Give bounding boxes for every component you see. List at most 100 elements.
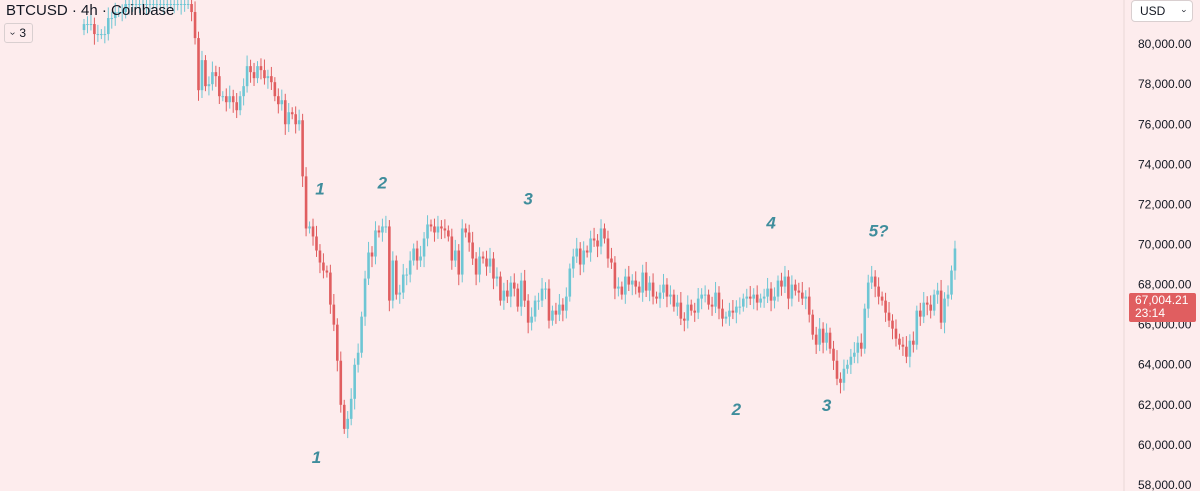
candle-up [853, 352, 856, 357]
candle-down [277, 96, 280, 105]
candle-up [617, 286, 620, 289]
candle-down [342, 404, 346, 429]
candle-up [818, 328, 821, 345]
candle-down [748, 296, 752, 299]
candle-down [467, 232, 471, 243]
candle-down [731, 310, 735, 313]
candle-up [783, 276, 787, 287]
candle-down [457, 250, 461, 275]
candle-down [596, 240, 599, 247]
candle-up [641, 272, 644, 293]
candle-down [252, 72, 256, 79]
candle-up [908, 340, 912, 357]
candle-down [322, 262, 325, 271]
candle-up [804, 296, 808, 299]
wave-label: 5? [869, 221, 889, 240]
candle-down [492, 258, 495, 279]
candle-down [689, 304, 693, 311]
wave-label: 2 [377, 173, 388, 192]
candle-down [370, 252, 374, 257]
candle-down [794, 284, 797, 291]
candle-up [662, 284, 665, 293]
candle-down [224, 96, 228, 103]
candle-down [415, 248, 419, 261]
candle-up [745, 296, 749, 299]
candle-down [839, 378, 842, 383]
candle-up [488, 258, 492, 267]
candle-down [474, 258, 478, 275]
candle-up [565, 296, 568, 311]
candle-down [235, 102, 238, 111]
candle-up [228, 96, 232, 103]
candle-up [100, 34, 103, 36]
candle-up [110, 18, 114, 20]
candle-down [929, 304, 932, 311]
candle-up [762, 296, 766, 299]
candle-down [304, 176, 308, 229]
candle-down [717, 292, 721, 309]
candle-down [939, 290, 943, 323]
currency-selector[interactable]: USD › [1131, 0, 1193, 22]
candle-down [547, 288, 551, 321]
candle-down [218, 76, 221, 97]
candle-down [554, 310, 558, 315]
candle-down [814, 334, 818, 345]
candle-up [953, 248, 957, 271]
candle-down [592, 238, 596, 241]
candle-down [873, 276, 877, 287]
wave-label: 3 [523, 189, 533, 208]
candle-down [273, 82, 277, 97]
candle-up [453, 250, 457, 261]
candle-down [561, 304, 565, 311]
candle-up [950, 270, 953, 295]
candle-down [679, 302, 683, 319]
y-tick-label: 58,000.00 [1138, 478, 1192, 491]
candle-down [429, 224, 433, 227]
candle-down [811, 314, 814, 335]
candle-up [846, 364, 849, 369]
chevron-down-icon: › [7, 31, 19, 35]
candle-up [856, 342, 860, 353]
candle-up [922, 302, 926, 317]
candle-up [280, 100, 284, 105]
candle-down [329, 272, 332, 305]
candle-up [509, 282, 513, 297]
candle-down [318, 250, 322, 263]
candle-down [585, 250, 589, 253]
candle-up [207, 84, 211, 87]
candle-up [266, 76, 270, 79]
candle-down [290, 112, 294, 115]
candle-down [377, 230, 381, 233]
candle-down [485, 258, 488, 267]
candle-up [724, 316, 728, 319]
candle-down [443, 228, 447, 231]
candle-up [568, 268, 572, 297]
candle-down [634, 280, 638, 287]
candle-down [283, 100, 287, 125]
candle-up [179, 4, 183, 6]
candle-down [710, 304, 714, 307]
wave-label: 2 [731, 400, 742, 419]
candle-down [481, 256, 485, 259]
candle-down [780, 280, 783, 287]
candle-down [877, 286, 880, 297]
candle-up [624, 276, 627, 295]
candle-up [582, 250, 585, 265]
candle-up [502, 290, 506, 301]
candle-up [408, 260, 412, 275]
wave-label: 3 [822, 396, 832, 415]
candle-up [363, 278, 367, 317]
candle-up [165, 4, 169, 6]
indicators-collapse-button[interactable]: › 3 [4, 23, 34, 43]
candle-down [214, 72, 218, 77]
candle-down [388, 226, 391, 301]
candle-up [714, 292, 717, 307]
candle-up [571, 256, 575, 269]
candle-down [721, 308, 724, 319]
candle-down [891, 320, 894, 329]
candle-down [787, 276, 790, 299]
candle-up [735, 306, 738, 313]
candle-down [655, 296, 658, 299]
candle-up [533, 300, 537, 317]
